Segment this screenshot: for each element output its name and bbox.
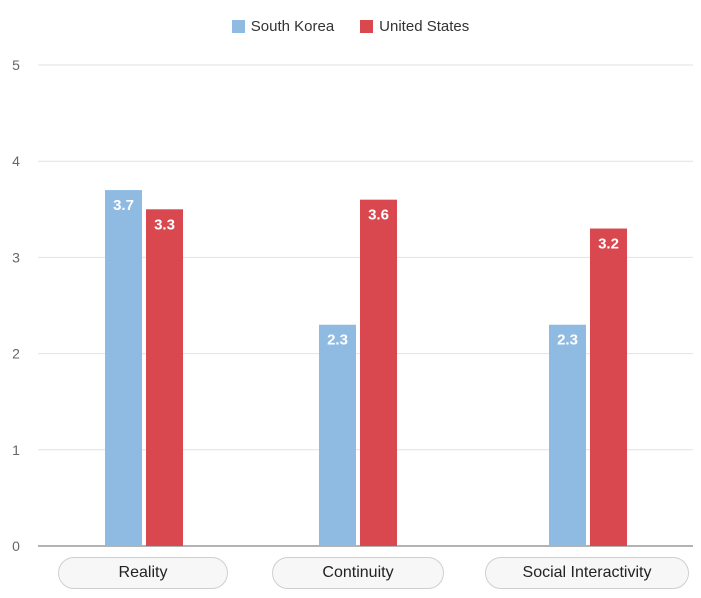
category-label-social-interactivity: Social Interactivity [485,557,689,589]
legend-swatch-south-korea [231,20,245,33]
legend: South Korea United States [0,18,701,35]
data-label-united-states-social-interactivity: 3.2 [598,236,619,253]
category-label-reality: Reality [58,557,228,589]
legend-swatch-united-states [360,20,374,33]
data-label-united-states-reality: 3.3 [154,216,175,233]
data-label-south-korea-social-interactivity: 2.3 [557,332,578,349]
legend-label-south-korea: South Korea [250,18,335,35]
data-label-united-states-continuity: 3.6 [368,207,389,224]
bar-united-states-reality [146,209,183,547]
legend-item-united-states: United States [360,18,469,35]
legend-item-south-korea: South Korea [231,18,335,35]
bars [105,190,627,547]
data-label-south-korea-reality: 3.7 [113,197,134,214]
data-label-south-korea-continuity: 2.3 [327,332,348,349]
y-tick-label-4: 4 [12,153,20,169]
y-tick-label-0: 0 [12,538,20,554]
y-tick-label-1: 1 [12,442,20,458]
bar-united-states-social-interactivity [590,228,627,547]
y-axis-ticks: 0 1 2 3 4 5 [12,57,20,554]
data-labels: 3.7 3.3 2.3 3.6 2.3 3.2 [113,197,619,349]
category-label-continuity: Continuity [272,557,444,589]
bar-south-korea-reality [105,190,142,546]
bar-south-korea-social-interactivity [549,324,586,546]
bar-south-korea-continuity [319,324,356,546]
y-tick-label-3: 3 [12,249,20,265]
legend-label-united-states: United States [379,18,470,35]
y-tick-label-5: 5 [12,57,20,73]
bar-united-states-continuity [360,199,397,546]
y-tick-label-2: 2 [12,346,20,362]
